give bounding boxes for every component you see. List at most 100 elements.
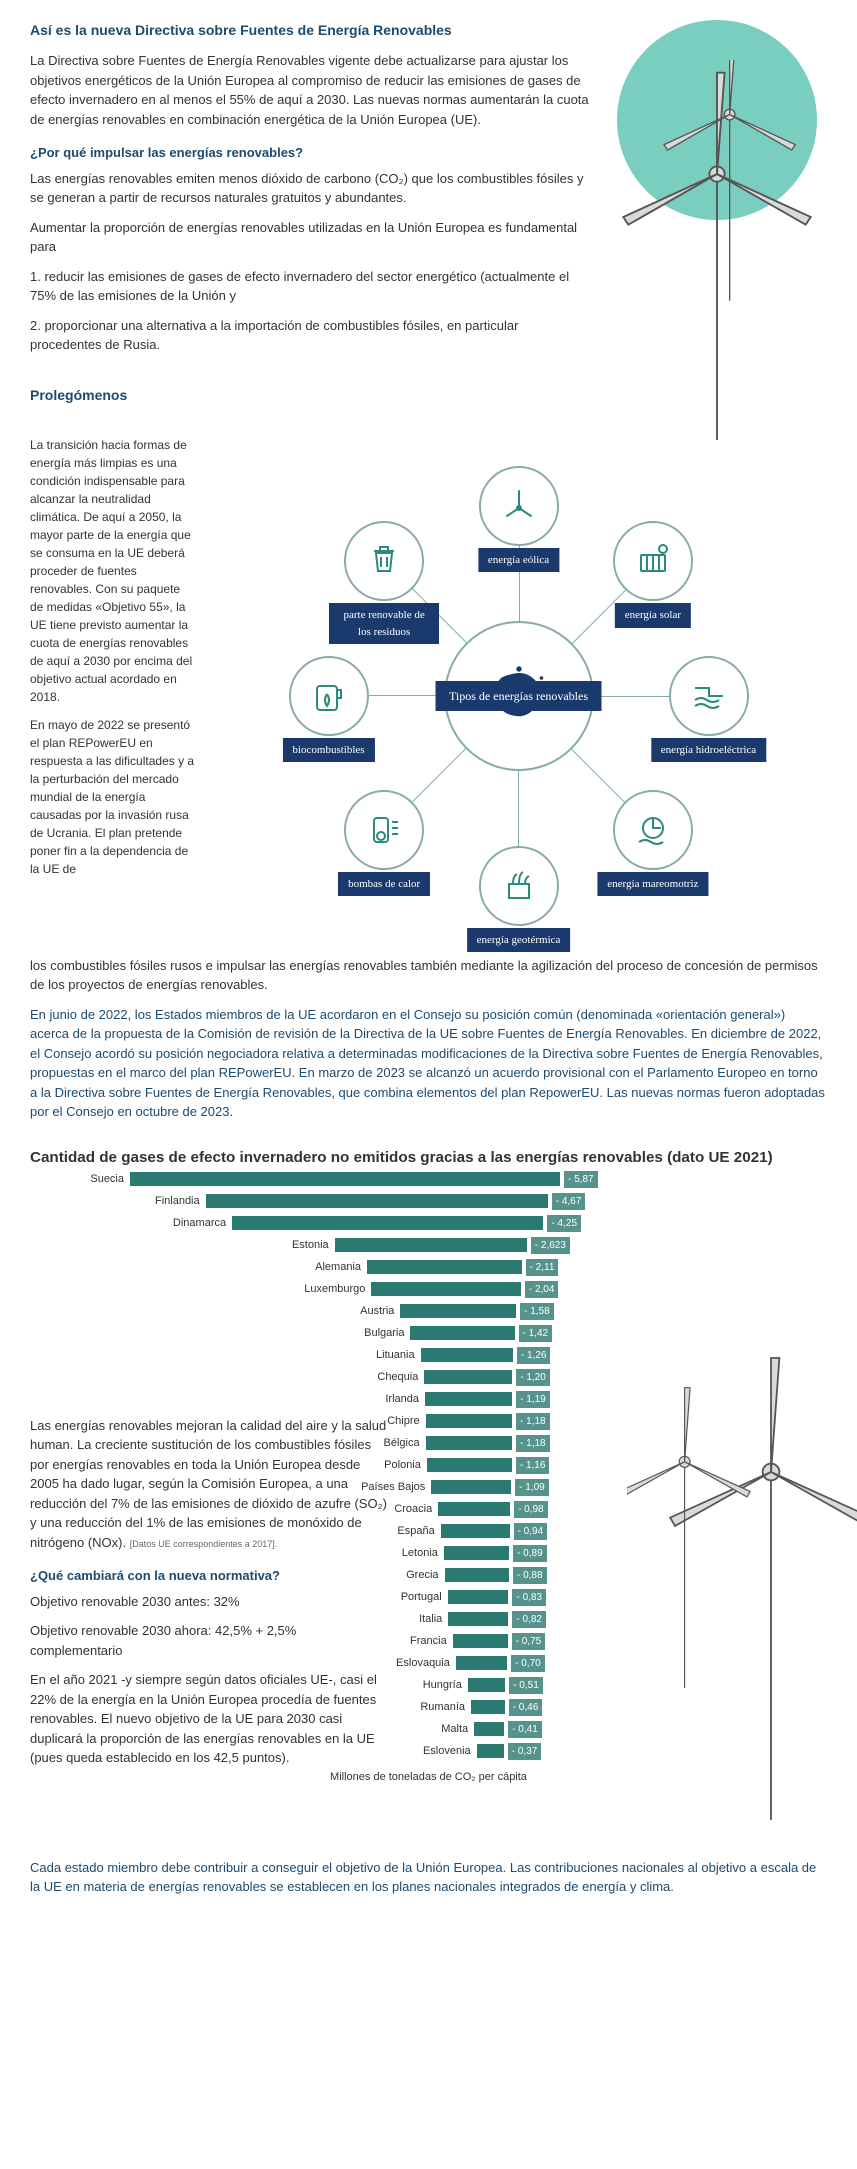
main-title: Así es la nueva Directiva sobre Fuentes …	[30, 20, 590, 41]
intro-paragraph: La Directiva sobre Fuentes de Energía Re…	[30, 51, 590, 129]
changes-title: ¿Qué cambiará con la nueva normativa?	[30, 1566, 390, 1586]
chart-country-label: Chequia	[30, 1369, 424, 1386]
chart-bar	[335, 1238, 527, 1252]
chart-bar	[426, 1414, 512, 1428]
prolegomenos-p4: En junio de 2022, los Estados miembros d…	[30, 1005, 827, 1122]
chart-bar-value: - 1,42	[519, 1325, 553, 1342]
chart-country-label: Irlanda	[30, 1391, 425, 1408]
chart-bar-value: - 0,89	[513, 1545, 547, 1562]
chart-bar-row: Estonia - 2,623	[30, 1235, 827, 1255]
chart-bar-value: - 1,09	[515, 1479, 549, 1496]
chart-country-label: Alemania	[30, 1259, 367, 1276]
chart-bar-value: - 1,26	[517, 1347, 551, 1364]
energy-type-label: bombas de calor	[338, 872, 430, 897]
energy-type-label: energía geotérmica	[467, 928, 571, 953]
chart-country-label: Austria	[30, 1303, 400, 1320]
chart-bar	[431, 1480, 511, 1494]
chart-bar-value: - 1,19	[516, 1391, 550, 1408]
chart-bar-value: - 0,82	[512, 1611, 546, 1628]
chart-bar	[438, 1502, 510, 1516]
chart-bar-row: Bulgaria- 1,42	[30, 1323, 827, 1343]
chart-bar	[471, 1700, 505, 1714]
energy-type-label: parte renovable de los residuos	[329, 603, 439, 644]
chart-bar	[445, 1568, 509, 1582]
chart-bar	[371, 1282, 520, 1296]
prolegomenos-sidebar: La transición hacia formas de energía má…	[30, 436, 210, 888]
chart-bar-value: - 0,94	[514, 1523, 548, 1540]
energy-type-label: energía eólica	[478, 548, 559, 573]
why-li2: 2. proporcionar una alternativa a la imp…	[30, 316, 590, 355]
chart-bar	[448, 1612, 508, 1626]
energy-type-node	[669, 656, 749, 736]
chart-title: Cantidad de gases de efecto invernadero …	[30, 1147, 827, 1170]
chart-bar	[424, 1370, 512, 1384]
footer-paragraph: Cada estado miembro debe contribuir a co…	[30, 1858, 827, 1897]
chart-bar	[426, 1436, 512, 1450]
chart-bar-value: - 0,70	[511, 1655, 545, 1672]
chart-side-text: Las energías renovables mejoran la calid…	[30, 1416, 390, 1768]
chart-bar	[448, 1590, 509, 1604]
chart-country-label: Suecia	[30, 1171, 130, 1188]
chart-bar-value: - 1,18	[516, 1413, 550, 1430]
chart-bar-value: - 0,88	[513, 1567, 547, 1584]
chart-bar-value: - 1,20	[516, 1369, 550, 1386]
chart-bar-row: Finlandia - 4,67	[30, 1191, 827, 1211]
chart-bar	[425, 1392, 512, 1406]
chart-bar-value: - 0,51	[509, 1677, 543, 1694]
chart-bar-value: - 5,87	[564, 1171, 598, 1188]
chart-bar	[456, 1656, 507, 1670]
chart-bar-row: Suecia - 5,87	[30, 1169, 827, 1189]
decorative-circle	[617, 20, 817, 220]
energy-type-node	[289, 656, 369, 736]
energy-type-label: biocombustibles	[282, 738, 374, 763]
chart-bar-value: - 0,46	[509, 1699, 543, 1716]
chart-x-caption: Millones de toneladas de CO₂ per cápita	[30, 1769, 827, 1786]
chart-country-label: Finlandia	[30, 1193, 206, 1210]
chart-bar-value: - 1,18	[516, 1435, 550, 1452]
chart-bar-value: - 2,04	[525, 1281, 559, 1298]
energy-type-node	[613, 521, 693, 601]
chart-bar	[410, 1326, 514, 1340]
chart-bar-value: - 1,58	[520, 1303, 554, 1320]
chart-bar-value: - 4,67	[552, 1193, 586, 1210]
chart-country-label: Lituania	[30, 1347, 421, 1364]
energy-types-diagram: Tipos de energías renovables energía eól…	[239, 436, 799, 956]
chart-bar	[400, 1304, 516, 1318]
why-li1: 1. reducir las emisiones de gases de efe…	[30, 267, 590, 306]
chart-bar-value: - 0,41	[508, 1721, 542, 1738]
energy-type-node	[479, 466, 559, 546]
objective-now: Objetivo renovable 2030 ahora: 42,5% + 2…	[30, 1621, 390, 1660]
prolegomenos-p2: En mayo de 2022 se presentó el plan REPo…	[30, 716, 195, 878]
chart-bar-row: Austria - 1,58	[30, 1301, 827, 1321]
chart-bar	[206, 1194, 548, 1208]
chart-bar-row: Luxemburgo - 2,04	[30, 1279, 827, 1299]
energy-type-node	[344, 521, 424, 601]
energy-type-node	[479, 846, 559, 926]
chart-bar	[468, 1678, 505, 1692]
chart-bar	[232, 1216, 543, 1230]
energy-type-node	[344, 790, 424, 870]
chart-bar	[453, 1634, 508, 1648]
prolegomenos-p3: los combustibles fósiles rusos e impulsa…	[30, 956, 827, 995]
chart-country-label: Estonia	[30, 1237, 335, 1254]
chart-bar	[421, 1348, 513, 1362]
chart-bar	[477, 1744, 504, 1758]
energy-type-node	[613, 790, 693, 870]
chart-bar-value: - 2,11	[526, 1259, 559, 1276]
chart-bar-value: - 2,623	[531, 1237, 570, 1254]
chart-bar-value: - 4,25	[547, 1215, 581, 1232]
why-p2: Aumentar la proporción de energías renov…	[30, 218, 590, 257]
chart-bar-row: Irlanda - 1,19	[30, 1389, 827, 1409]
objective-before: Objetivo renovable 2030 antes: 32%	[30, 1592, 390, 1612]
chart-country-label: Luxemburgo	[30, 1281, 371, 1298]
chart-bar-row: Chequia - 1,20	[30, 1367, 827, 1387]
diagram-center-label: Tipos de energías renovables	[435, 681, 602, 711]
chart-bar	[367, 1260, 522, 1274]
chart-bar	[130, 1172, 560, 1186]
why-title: ¿Por qué impulsar las energías renovable…	[30, 143, 590, 163]
chart-bar-value: - 0,98	[514, 1501, 548, 1518]
chart-bar-value: - 1,16	[516, 1457, 550, 1474]
chart-bar	[427, 1458, 512, 1472]
chart-bar-value: - 0,75	[512, 1633, 546, 1650]
prolegomenos-title: Prolegómenos	[30, 385, 827, 406]
